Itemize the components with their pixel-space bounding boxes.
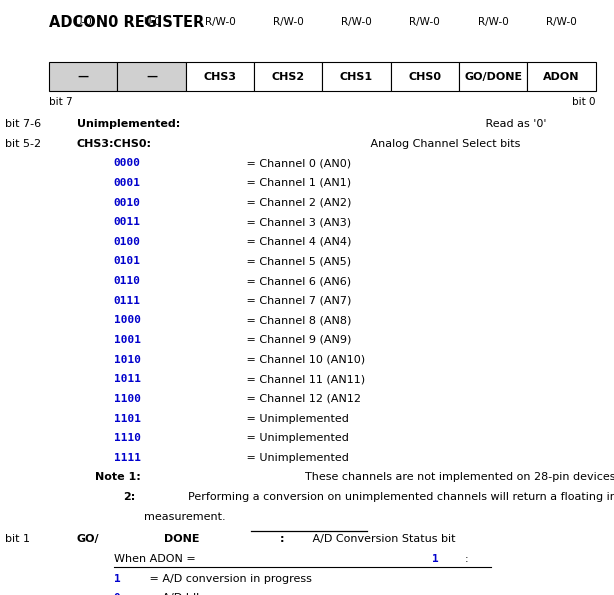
Text: R/W-0: R/W-0 [478, 17, 508, 27]
Text: 0010: 0010 [114, 198, 141, 208]
Text: Performing a conversion on unimplemented channels will return a floating input: Performing a conversion on unimplemented… [181, 492, 614, 502]
Text: = A/D conversion in progress: = A/D conversion in progress [146, 574, 312, 584]
Text: 1001: 1001 [114, 335, 141, 345]
Text: DONE: DONE [164, 534, 199, 544]
Text: R/W-0: R/W-0 [546, 17, 577, 27]
Text: R/W-0: R/W-0 [204, 17, 235, 27]
Text: = Channel 3 (AN3): = Channel 3 (AN3) [243, 217, 351, 227]
Text: = Channel 9 (AN9): = Channel 9 (AN9) [243, 335, 352, 345]
Text: = Unimplemented: = Unimplemented [243, 433, 349, 443]
Text: U-0: U-0 [142, 17, 160, 27]
Text: bit 1: bit 1 [5, 534, 30, 544]
Text: 0: 0 [114, 593, 120, 595]
Text: A/D Conversion Status bit: A/D Conversion Status bit [309, 534, 455, 544]
Text: CHS3:CHS0:: CHS3:CHS0: [77, 139, 152, 149]
Text: CHS1: CHS1 [340, 72, 373, 82]
Text: 1111: 1111 [114, 453, 141, 463]
Text: 0100: 0100 [114, 237, 141, 247]
Text: 1: 1 [432, 554, 438, 564]
Text: Unimplemented:: Unimplemented: [77, 119, 180, 129]
Text: Read as '0': Read as '0' [483, 119, 547, 129]
Text: bit 7: bit 7 [49, 97, 72, 107]
Text: = Channel 4 (AN4): = Channel 4 (AN4) [243, 237, 352, 247]
Text: GO/DONE: GO/DONE [464, 72, 522, 82]
Text: ADON: ADON [543, 72, 580, 82]
Text: 1101: 1101 [114, 414, 141, 424]
Text: bit 0: bit 0 [572, 97, 596, 107]
Text: 0111: 0111 [114, 296, 141, 306]
Text: = Channel 6 (AN6): = Channel 6 (AN6) [243, 276, 351, 286]
Text: 1100: 1100 [114, 394, 141, 404]
Text: = Channel 2 (AN2): = Channel 2 (AN2) [243, 198, 352, 208]
Text: :: : [464, 554, 468, 564]
Text: Note 1:: Note 1: [95, 472, 141, 483]
Text: bit 5-2: bit 5-2 [5, 139, 41, 149]
Text: CHS0: CHS0 [408, 72, 441, 82]
Text: R/W-0: R/W-0 [341, 17, 372, 27]
Text: 0011: 0011 [114, 217, 141, 227]
Text: —: — [78, 72, 89, 82]
Text: 0000: 0000 [114, 158, 141, 168]
Text: 1010: 1010 [114, 355, 141, 365]
Text: = Channel 1 (AN1): = Channel 1 (AN1) [243, 178, 351, 188]
Text: 1000: 1000 [114, 315, 141, 325]
Text: These channels are not implemented on 28-pin devices.: These channels are not implemented on 28… [298, 472, 614, 483]
Text: Analog Channel Select bits: Analog Channel Select bits [367, 139, 520, 149]
Text: 1: 1 [114, 574, 120, 584]
Text: = A/D Idle: = A/D Idle [146, 593, 206, 595]
Text: :: : [279, 534, 284, 544]
Text: = Unimplemented: = Unimplemented [243, 414, 349, 424]
Text: = Channel 11 (AN11): = Channel 11 (AN11) [243, 374, 365, 384]
Text: = Channel 12 (AN12: = Channel 12 (AN12 [243, 394, 361, 404]
Text: CHS3: CHS3 [203, 72, 236, 82]
Text: = Channel 8 (AN8): = Channel 8 (AN8) [243, 315, 352, 325]
Text: 1110: 1110 [114, 433, 141, 443]
Text: bit 7-6: bit 7-6 [5, 119, 41, 129]
Text: ADCON0 REGISTER: ADCON0 REGISTER [49, 15, 204, 30]
Text: 0101: 0101 [114, 256, 141, 267]
Text: 0110: 0110 [114, 276, 141, 286]
Text: measurement.: measurement. [144, 512, 226, 522]
Text: CHS2: CHS2 [271, 72, 305, 82]
Text: 1011: 1011 [114, 374, 141, 384]
Text: U-0: U-0 [74, 17, 92, 27]
Text: R/W-0: R/W-0 [273, 17, 303, 27]
Text: —: — [146, 72, 157, 82]
Text: = Channel 7 (AN7): = Channel 7 (AN7) [243, 296, 352, 306]
Text: 2:: 2: [123, 492, 135, 502]
Text: = Channel 5 (AN5): = Channel 5 (AN5) [243, 256, 351, 267]
Text: = Unimplemented: = Unimplemented [243, 453, 349, 463]
Text: = Channel 10 (AN10): = Channel 10 (AN10) [243, 355, 365, 365]
Text: When ADON =: When ADON = [114, 554, 199, 564]
Text: GO/: GO/ [77, 534, 99, 544]
Text: R/W-0: R/W-0 [410, 17, 440, 27]
Text: 0001: 0001 [114, 178, 141, 188]
Text: = Channel 0 (AN0): = Channel 0 (AN0) [243, 158, 351, 168]
